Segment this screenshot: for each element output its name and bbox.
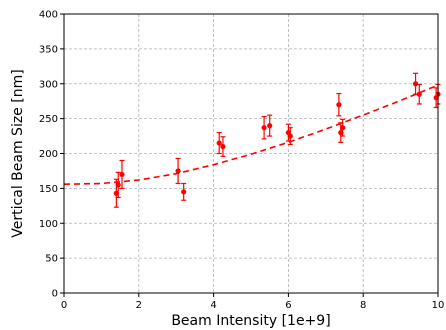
data-point [267,114,273,137]
y-tick-label: 400 [39,10,58,21]
data-marker [181,189,187,195]
y-tick-label: 150 [39,184,58,195]
data-marker [287,133,293,139]
data-marker [261,125,267,131]
fit-curve [63,84,439,185]
data-point [340,118,346,137]
data-point [175,157,181,185]
data-point [119,159,125,189]
x-tick-label: 6 [285,300,291,311]
x-axis-label: Beam Intensity [1e+9] [171,313,330,329]
y-axis-label: Vertical Beam Size [nm] [10,69,26,237]
y-tick-label: 200 [39,149,58,160]
y-tick-label: 300 [39,79,58,90]
data-point [412,72,419,95]
data-point [416,83,422,105]
data-marker [175,168,181,174]
data-point [220,136,226,157]
y-tick-label: 350 [39,44,58,55]
y-tick-label: 50 [45,254,58,265]
data-marker [412,81,419,87]
x-tick-label: 2 [136,300,142,311]
data-points-layer [113,72,441,208]
data-marker [416,91,422,97]
x-tick-label: 4 [210,300,216,311]
x-tick-label: 10 [432,300,445,311]
x-tick-label: 8 [360,300,366,311]
data-marker [340,125,346,131]
data-marker [119,171,125,178]
y-tick-label: 0 [52,289,58,300]
y-tick-label: 100 [39,219,58,230]
data-point [287,127,293,146]
data-marker [220,143,226,150]
data-marker [216,140,222,146]
data-point [216,131,222,155]
data-marker [267,123,273,129]
data-point [115,171,121,199]
data-point [181,182,187,201]
data-point [261,115,267,140]
x-tick-label: 0 [61,300,67,311]
data-marker [336,102,342,108]
data-point [336,92,342,117]
fit-curve-layer [63,84,439,185]
data-marker [115,182,121,188]
y-tick-label: 250 [39,114,58,125]
